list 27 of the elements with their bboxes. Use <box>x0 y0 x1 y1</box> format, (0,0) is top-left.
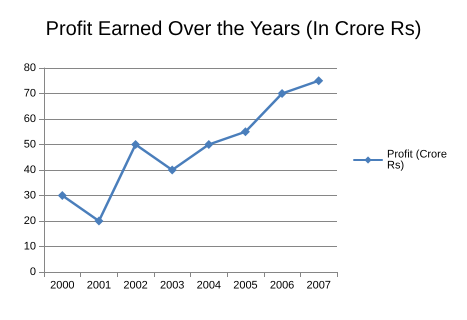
x-tick-label: 2001 <box>86 280 112 292</box>
x-tick-label: 2000 <box>50 280 75 292</box>
chart-title: Profit Earned Over the Years (In Crore Rs) <box>46 18 422 40</box>
x-tick-label: 2003 <box>160 280 184 292</box>
legend-label: Profit (Crore Rs) <box>387 148 450 172</box>
point <box>168 166 177 174</box>
point <box>131 140 140 149</box>
y-tick-label: 10 <box>24 240 36 252</box>
x-tick-label: 2005 <box>233 280 258 292</box>
x-tick-label: 2007 <box>306 280 331 292</box>
y-tick-label: 20 <box>24 215 36 227</box>
x-tick-label: 2002 <box>123 280 148 292</box>
point <box>278 89 287 98</box>
y-tick-label: 60 <box>24 113 36 125</box>
x-tick-label: 2006 <box>270 280 294 292</box>
y-tick-label: 0 <box>30 266 36 278</box>
y-tick-label: 70 <box>24 88 36 100</box>
point <box>58 191 67 200</box>
y-tick-label: 40 <box>24 164 36 176</box>
x-tick-label: 2004 <box>196 280 222 292</box>
point <box>204 140 214 149</box>
point <box>240 127 250 136</box>
point <box>94 216 104 226</box>
y-tick-label: 80 <box>24 62 36 74</box>
y-tick-label: 50 <box>24 138 36 150</box>
point <box>314 76 324 86</box>
y-tick-label: 30 <box>24 190 36 202</box>
